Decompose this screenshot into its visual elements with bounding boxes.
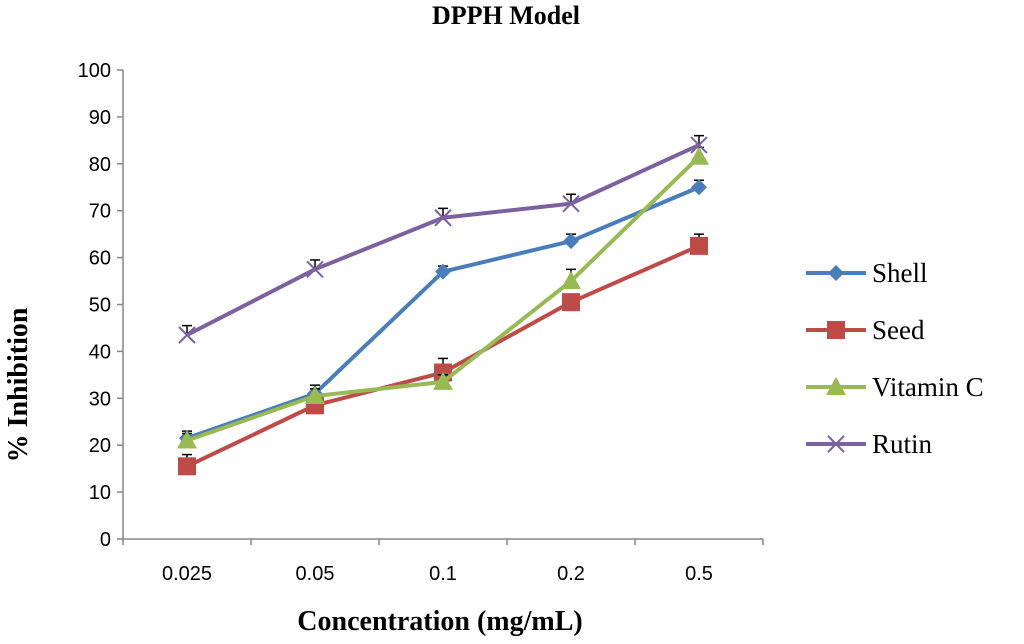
- data-point: [305, 385, 325, 404]
- y-tick-label: 10: [89, 482, 111, 504]
- y-tick-label: 0: [100, 529, 111, 551]
- data-point: [563, 233, 579, 250]
- x-tick-label: 0.1: [429, 563, 457, 585]
- legend-item-shell: Shell: [806, 258, 928, 288]
- data-point: [433, 371, 453, 390]
- data-point: [690, 236, 708, 255]
- legend-item-vitamin-c: Vitamin C: [806, 372, 984, 402]
- series-rutin: [178, 134, 708, 344]
- y-tick-label: 30: [89, 388, 111, 410]
- y-tick-label: 80: [89, 154, 111, 176]
- data-point: [689, 146, 709, 165]
- data-point: [690, 136, 708, 154]
- data-point: [306, 260, 324, 279]
- data-point: [177, 430, 197, 449]
- data-point: [691, 179, 707, 196]
- legend: Shell Seed Vitamin C Rutin: [806, 258, 984, 459]
- y-axis-title: % Inhibition: [3, 307, 34, 462]
- legend-item-rutin: Rutin: [806, 429, 933, 459]
- legend-marker: [827, 321, 845, 339]
- chart-title: DPPH Model: [432, 1, 580, 30]
- y-tick-label: 20: [89, 435, 111, 457]
- legend-label: Shell: [872, 258, 928, 288]
- legend-label: Rutin: [872, 429, 933, 459]
- x-tick-label: 0.025: [162, 563, 212, 585]
- x-tick-label: 0.5: [685, 563, 713, 585]
- series-layer: [177, 134, 709, 476]
- data-point: [434, 209, 452, 227]
- data-point: [178, 326, 196, 344]
- legend-label: Seed: [872, 315, 925, 345]
- y-tick-label: 60: [89, 248, 111, 270]
- legend-label: Vitamin C: [872, 372, 984, 402]
- y-tick-label: 40: [89, 341, 111, 363]
- axes: 0 10 20 30 40 50 60 70 80 90 100 0.025 0.05 0.1 0.2 0.5: [78, 60, 764, 585]
- legend-item-seed: Seed: [806, 315, 925, 345]
- x-axis-title: Concentration (mg/mL): [297, 606, 582, 637]
- data-point: [435, 263, 451, 280]
- series-line: [186, 143, 700, 337]
- legend-marker: [827, 435, 845, 453]
- y-tick-label: 100: [78, 60, 111, 82]
- series-vitamin-c: [177, 146, 709, 449]
- y-tick-label: 90: [89, 107, 111, 129]
- x-tick-label: 0.2: [557, 563, 585, 585]
- data-point: [562, 194, 580, 213]
- x-tick-label: 0.05: [296, 563, 335, 585]
- series-line: [186, 185, 700, 441]
- data-point: [561, 271, 581, 290]
- data-point: [178, 457, 196, 476]
- series-line: [186, 155, 701, 443]
- legend-marker: [826, 377, 846, 395]
- y-tick-label: 70: [89, 201, 111, 223]
- legend-marker: [828, 265, 844, 281]
- y-tick-label: 50: [89, 295, 111, 317]
- data-point: [562, 293, 580, 312]
